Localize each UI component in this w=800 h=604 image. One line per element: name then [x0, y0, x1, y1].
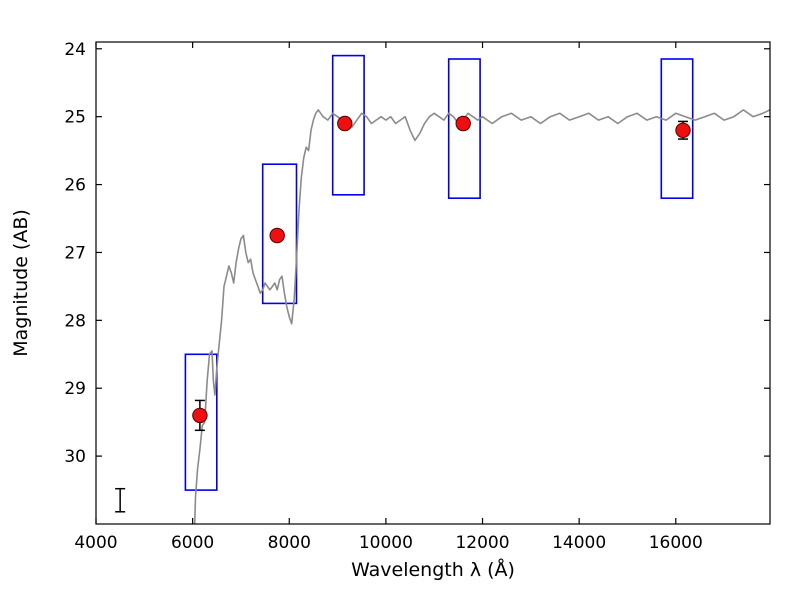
y-tick-label: 27: [64, 243, 86, 263]
y-tick-label: 24: [64, 40, 86, 60]
x-tick-label: 12000: [455, 533, 509, 553]
x-tick-label: 6000: [171, 533, 214, 553]
x-axis-label: Wavelength λ (Å): [351, 558, 515, 581]
markers-layer: [192, 115, 691, 424]
filter-box: [184, 353, 218, 491]
spectrum-layer: [193, 109, 770, 524]
x-tick-label: 16000: [649, 533, 703, 553]
filter-box: [261, 163, 298, 305]
filter-box: [447, 58, 481, 199]
y-axis-label: Magnitude (AB): [10, 209, 32, 357]
y-tick-label: 26: [64, 176, 86, 196]
axes-layer: 4000 6000 8000 10000 12000 14000 16000 24 25 26 27…: [64, 40, 771, 553]
y-tick-label: 29: [64, 379, 86, 399]
spectrum-line: [193, 109, 770, 524]
photometry-point: [455, 115, 471, 132]
errorbars-layer: [115, 117, 689, 513]
detached-errorbar: [115, 487, 126, 513]
y-tick-label: 30: [64, 447, 86, 467]
photometry-point: [269, 227, 285, 244]
x-tick-label: 8000: [268, 533, 311, 553]
photometry-point: [192, 407, 208, 424]
filter-boxes-layer: [184, 54, 694, 491]
x-tick-label: 14000: [552, 533, 606, 553]
photometry-point: [337, 115, 353, 132]
filter-box: [660, 58, 694, 199]
y-tick-label: 25: [64, 108, 86, 128]
filter-box: [331, 54, 365, 196]
plot-frame: [95, 41, 771, 525]
photometry-point: [675, 122, 691, 139]
x-tick-label: 4000: [74, 533, 117, 553]
y-tick-label: 28: [64, 311, 86, 331]
x-tick-label: 10000: [359, 533, 413, 553]
